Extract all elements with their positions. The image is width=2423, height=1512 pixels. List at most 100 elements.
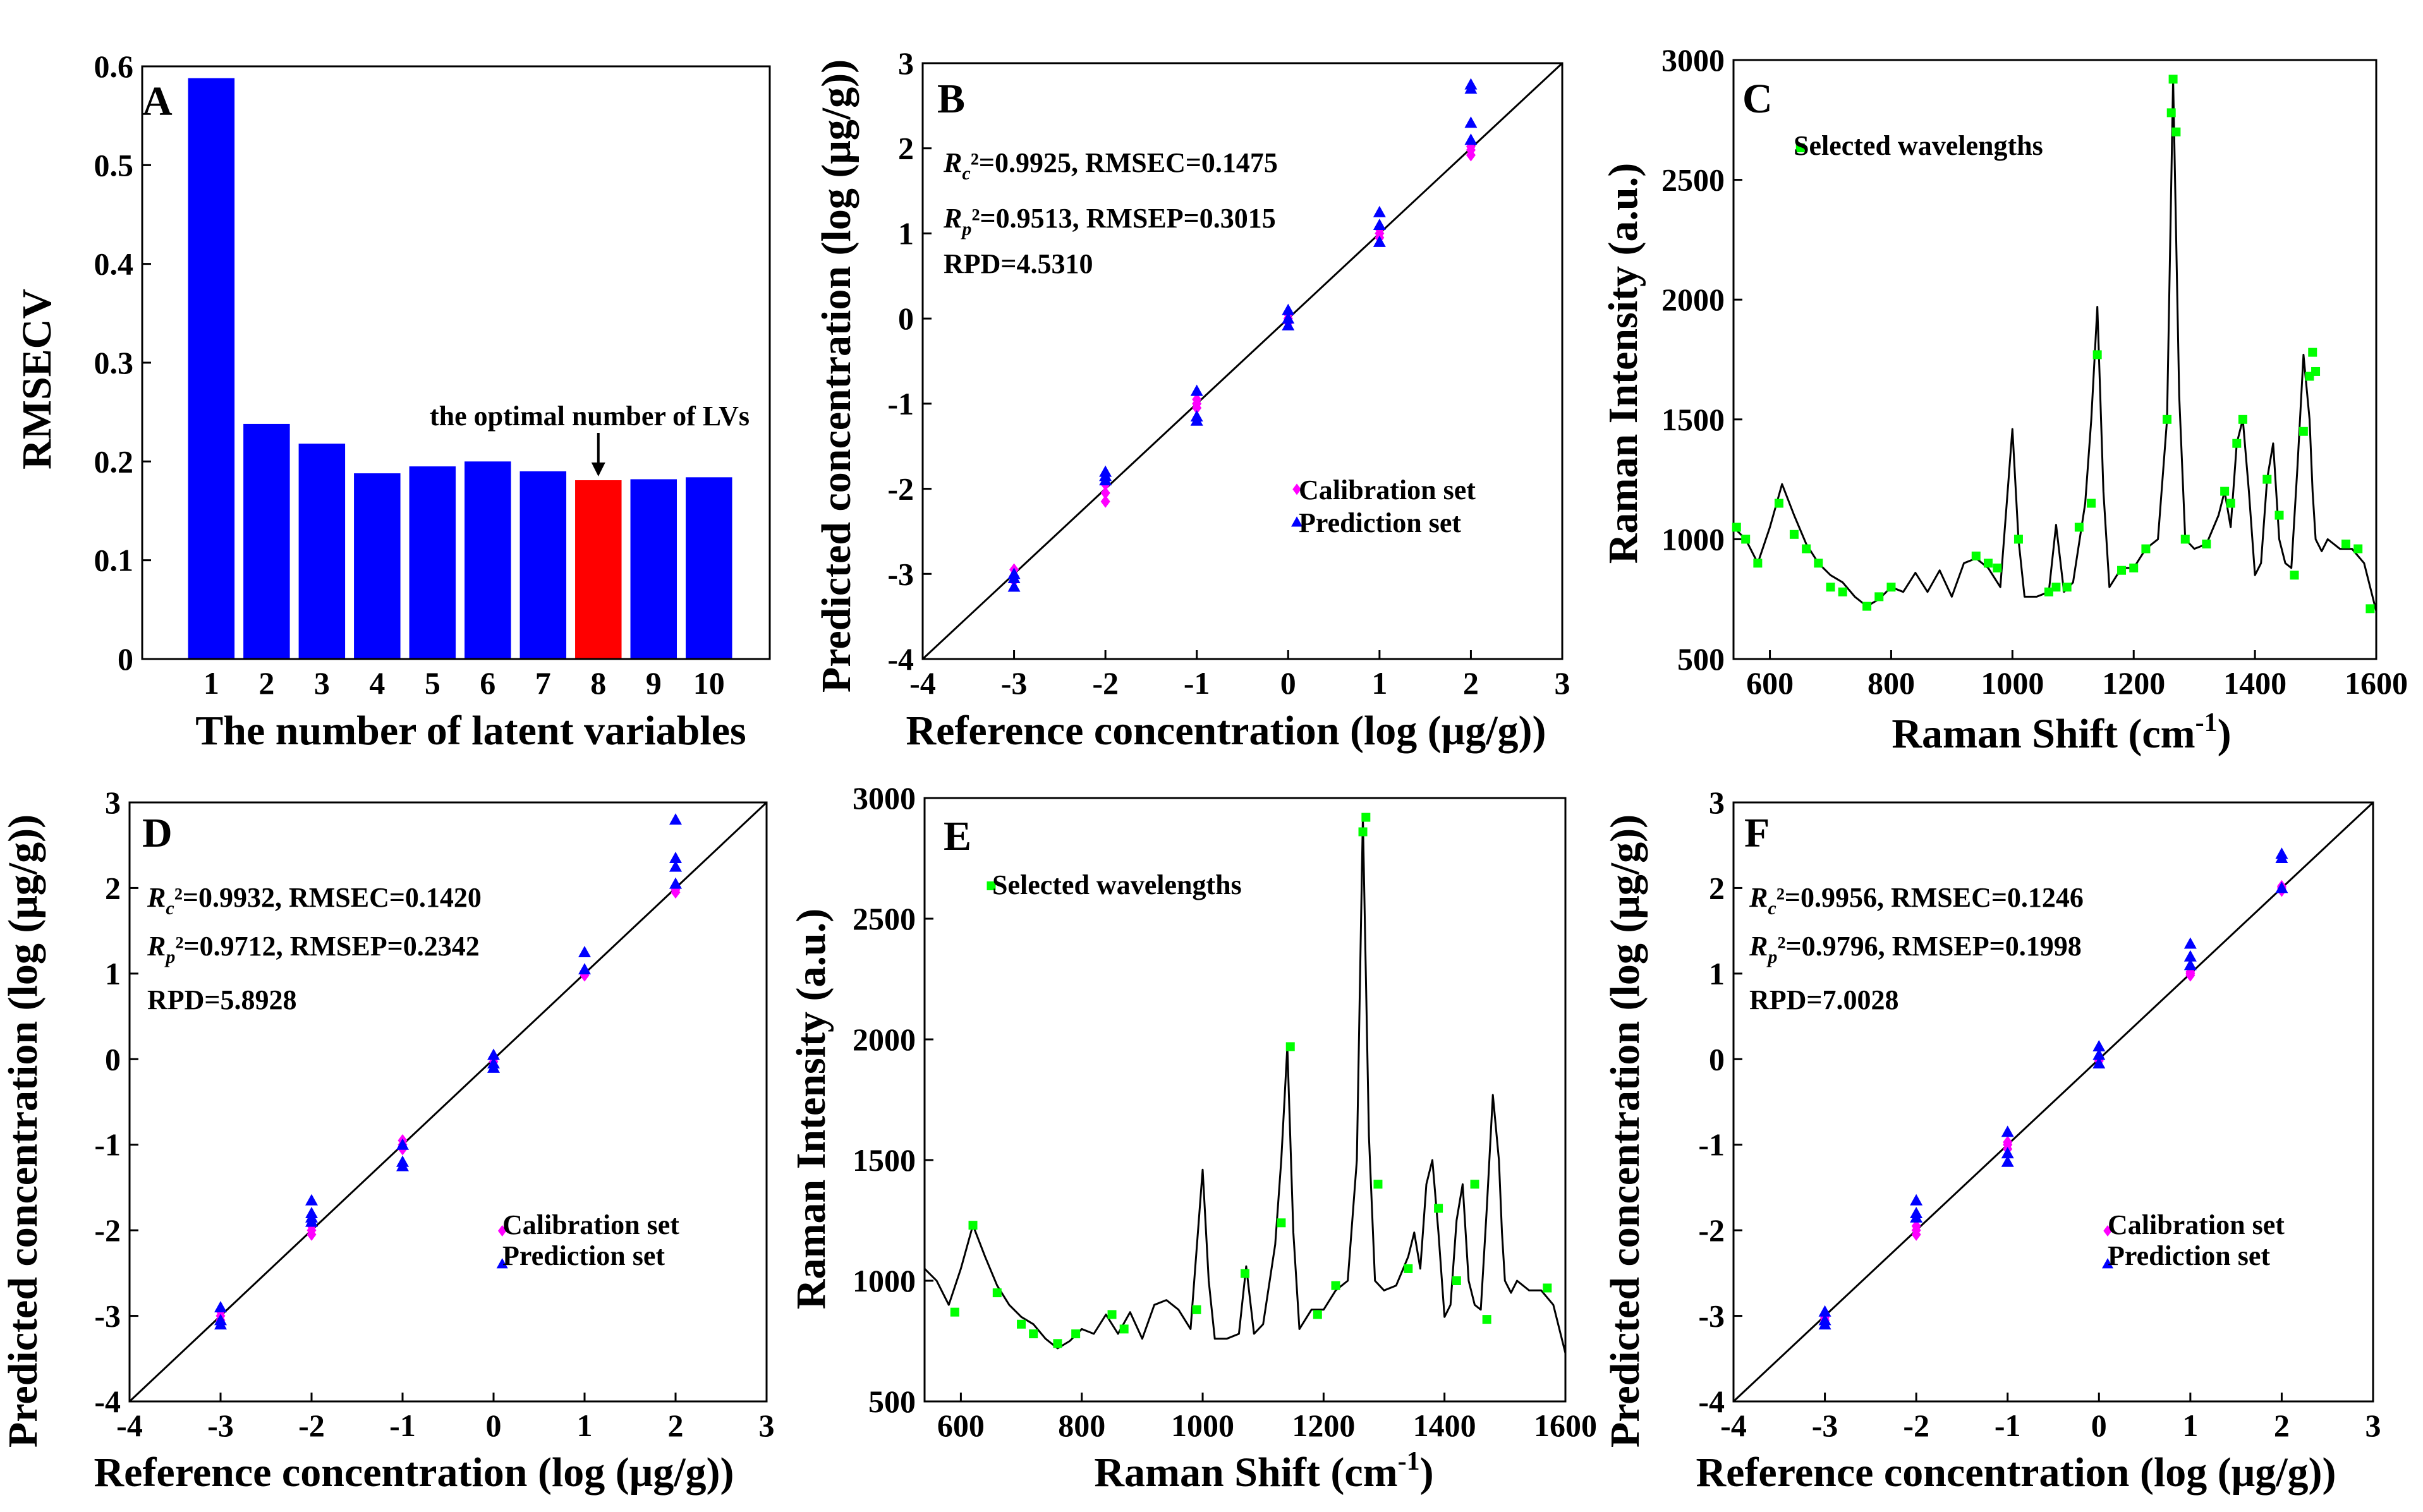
prediction-point (2092, 1039, 2106, 1051)
y-tick-label: 0 (118, 641, 133, 677)
legend-marker (987, 881, 996, 890)
selected-wavelength-marker (1874, 592, 1884, 602)
annotation-arrowhead (591, 463, 605, 477)
legend-calibration-label: Calibration set (1299, 475, 1476, 505)
x-tick-label: 1200 (1292, 1408, 1355, 1443)
y-axis-label: Predicted concentration (log (μg/g)) (1602, 814, 1648, 1448)
x-tick-label: 1 (1371, 665, 1387, 701)
panel-letter: E (944, 813, 971, 859)
legend-calibration-marker (1292, 483, 1301, 495)
legend-marker (1795, 143, 1805, 152)
selected-wavelength-marker (1774, 499, 1783, 508)
y-tick-label: 1500 (853, 1142, 916, 1178)
x-tick-label: 0 (1280, 665, 1296, 701)
selected-wavelength-marker (1029, 1329, 1038, 1339)
selected-wavelength-marker (1838, 587, 1847, 596)
selected-wavelength-marker (2341, 539, 2351, 548)
legend-calibration-label: Calibration set (502, 1209, 679, 1240)
y-tick-label: -1 (887, 386, 914, 421)
selected-wavelength-marker (1741, 535, 1751, 544)
selected-wavelength-marker (2353, 544, 2363, 553)
calibration-point (1911, 1228, 1921, 1241)
x-tick-label: -4 (116, 1408, 143, 1443)
prediction-point (1910, 1194, 1923, 1206)
prediction-point (487, 1048, 500, 1060)
x-tick-label: -2 (1903, 1408, 1929, 1443)
bar (409, 466, 456, 659)
prediction-point (2275, 881, 2288, 893)
prediction-point (305, 1194, 318, 1206)
x-tick-label: 10 (693, 665, 725, 701)
prediction-point (1818, 1318, 1831, 1330)
selected-wavelength-marker (1482, 1315, 1491, 1324)
selected-wavelength-marker (1404, 1264, 1413, 1273)
panel-b-scatter: -4 -3 -2 -1 0 1 2 3 -4 -3 -2 -1 0 1 2 3 B Reference con… (813, 45, 1570, 754)
y-tick-label: 1500 (1661, 402, 1725, 437)
x-tick-label: 1400 (1413, 1408, 1476, 1443)
x-tick-label: -2 (298, 1408, 325, 1443)
rp-stat: Rp²=0.9712, RMSEP=0.2342 (147, 931, 480, 967)
panel-a-bar-chart: 1 2 3 4 5 6 7 8 9 10 0 0.1 0.2 0.3 0.4 0.5 0.6 A The num… (14, 49, 771, 754)
prediction-point (578, 946, 591, 957)
x-tick-label: 1 (203, 665, 219, 701)
selected-wavelength-marker (2062, 583, 2072, 592)
legend-label: Selected wavelengths (1794, 130, 2043, 161)
panel-letter: B (937, 76, 965, 122)
x-tick-label: 600 (1746, 665, 1794, 701)
selected-wavelength-marker (1434, 1204, 1443, 1213)
y-tick-label: 500 (1677, 641, 1725, 677)
y-tick-label: 2500 (853, 901, 916, 936)
x-tick-label: -4 (1720, 1408, 1747, 1443)
selected-wavelength-marker (2299, 426, 2308, 436)
bar (575, 480, 622, 659)
y-tick-label: -4 (887, 641, 914, 677)
optimal-lv-annotation: the optimal number of LVs (430, 401, 750, 432)
selected-wavelength-marker (2162, 414, 2171, 424)
selected-wavelength-marker (1358, 827, 1368, 837)
selected-wavelength-marker (1789, 529, 1799, 539)
rc-stat: Rc²=0.9932, RMSEC=0.1420 (147, 882, 482, 919)
panel-d-scatter: -4 -3 -2 -1 0 1 2 3 -4 -3 -2 -1 0 1 2 3 D Reference con… (0, 785, 775, 1496)
selected-wavelength-marker (1862, 602, 1872, 611)
x-tick-label: 4 (369, 665, 385, 701)
panel-e-spectrum: 600 800 1000 1200 1400 1600 500 1000 1500 2000 250… (788, 780, 1597, 1496)
plot-frame (921, 62, 1564, 660)
prediction-point (2001, 1125, 2014, 1137)
x-tick-label: 600 (937, 1408, 985, 1443)
selected-wavelength-marker (1543, 1283, 1552, 1293)
prediction-point (2183, 950, 2197, 962)
y-axis-label: Raman Intensity (a.u.) (1600, 163, 1646, 564)
y-tick-label: 1 (1709, 956, 1725, 991)
legend: Calibration set Prediction set (502, 1209, 679, 1271)
prediction-point (1099, 474, 1112, 486)
selected-wavelength-marker (2168, 75, 2178, 84)
spectrum-line (1732, 78, 2377, 612)
x-tick-label: -3 (1812, 1408, 1838, 1443)
y-tick-label: 2 (1709, 870, 1725, 905)
x-axis-label: Reference concentration (log (μg/g)) (1696, 1449, 2336, 1496)
prediction-point (1910, 1211, 1923, 1223)
x-tick-label: 1 (2182, 1408, 2198, 1443)
rpd-stat: RPD=4.5310 (944, 248, 1093, 279)
y-tick-label: 0.4 (94, 246, 134, 282)
selected-wavelength-marker (2166, 108, 2176, 118)
prediction-point (1464, 78, 1478, 90)
prediction-point (396, 1138, 409, 1150)
x-tick-label: 2 (258, 665, 274, 701)
y-tick-label: 500 (868, 1384, 916, 1419)
y-axis-label: RMSECV (14, 289, 60, 469)
prediction-point (1190, 384, 1203, 396)
panel-letter: A (142, 78, 173, 124)
y-tick-label: 3000 (1661, 42, 1725, 78)
y-tick-label: 2 (105, 870, 121, 905)
y-tick-label: -2 (94, 1213, 121, 1248)
selected-wavelength-marker (1753, 559, 1763, 568)
y-axis-label: Predicted concentration (log (μg/g)) (813, 59, 859, 692)
legend-calibration-marker (2103, 1225, 2112, 1237)
legend-prediction-marker (2102, 1258, 2114, 1269)
x-axis-label: Reference concentration (log (μg/g)) (94, 1449, 734, 1496)
x-tick-label: 3 (1555, 665, 1570, 701)
prediction-point (2092, 1057, 2106, 1069)
selected-wavelength-marker (992, 1288, 1002, 1298)
y-tick-label: -1 (1698, 1127, 1725, 1163)
